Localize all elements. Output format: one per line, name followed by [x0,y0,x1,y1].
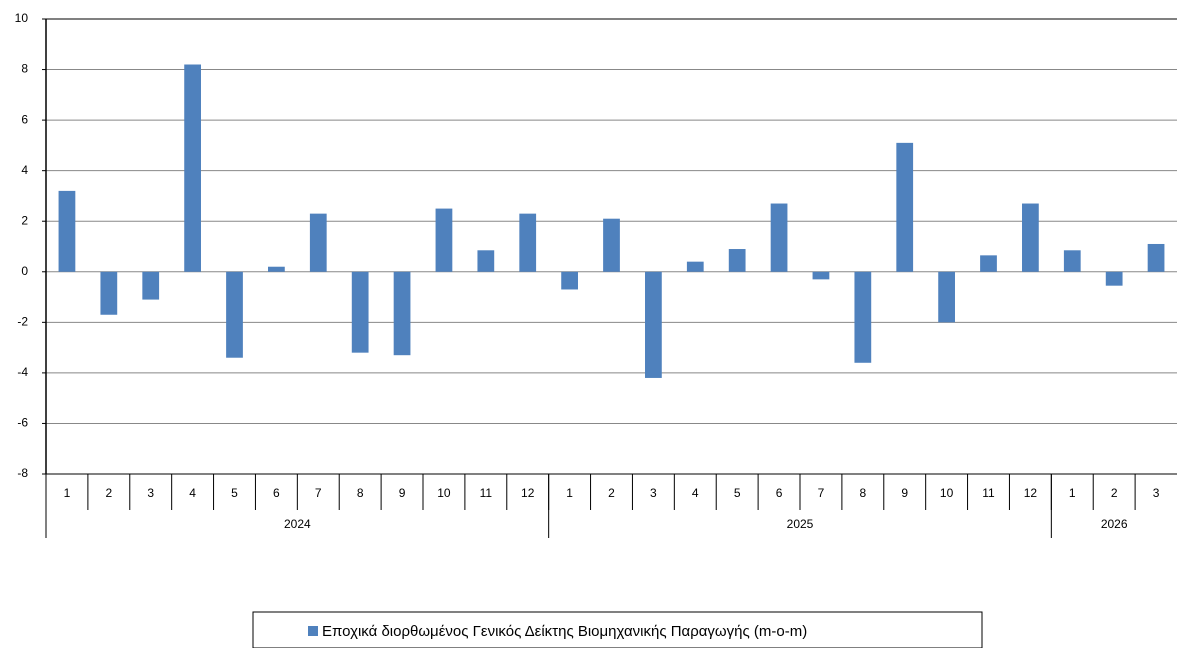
bar [980,255,997,272]
group-label: 2025 [787,517,814,531]
legend-label: Εποχικά διορθωμένος Γενικός Δείκτης Βιομ… [322,623,807,640]
bar [477,250,495,272]
y-tick-label: -8 [17,466,28,480]
x-tick-label: 8 [859,486,866,500]
bar [645,271,662,378]
x-tick-label: 4 [692,486,699,500]
y-tick-label: -2 [17,315,28,329]
bar [728,249,746,272]
x-tick-label: 6 [273,486,280,500]
legend-swatch [308,626,318,636]
x-tick-label: 1 [566,486,573,500]
bar [519,213,537,272]
x-tick-label: 2 [608,486,615,500]
bar [268,266,285,272]
bar [351,271,369,353]
x-tick-label: 3 [1153,486,1160,500]
x-tick-label: 12 [521,486,535,500]
bar [603,218,620,272]
x-tick-label: 2 [1111,486,1118,500]
y-tick-label: 10 [15,11,29,25]
y-tick-label: 2 [21,213,28,227]
bar [1147,243,1165,272]
x-tick-label: 4 [189,486,196,500]
x-tick-label: 1 [64,486,71,500]
y-tick-label: 8 [21,62,28,76]
bar [309,213,327,272]
bar [1063,250,1081,272]
legend-box [252,611,983,648]
x-tick-label: 10 [940,486,954,500]
x-tick-label: 9 [901,486,908,500]
bar [770,203,788,272]
x-tick-label: 7 [818,486,825,500]
bar [812,271,830,280]
group-label: 2024 [284,517,311,531]
x-tick-label: 5 [231,486,238,500]
bar [100,271,118,315]
bar [184,64,201,272]
bar [686,261,704,272]
x-tick-label: 1 [1069,486,1076,500]
x-tick-label: 5 [734,486,741,500]
bar [561,271,578,290]
x-tick-label: 2 [105,486,112,500]
y-tick-label: 0 [21,264,28,278]
bar [226,271,243,358]
x-tick-label: 3 [147,486,154,500]
bar [58,190,76,272]
x-tick-label: 11 [480,486,493,500]
bar [854,271,872,363]
bar [1022,203,1039,272]
x-tick-label: 9 [399,486,406,500]
x-tick-label: 8 [357,486,364,500]
bar [1105,271,1123,286]
bar [896,142,914,272]
x-tick-label: 6 [776,486,783,500]
y-tick-label: -6 [17,416,28,430]
bar [393,271,411,356]
bar [142,271,160,300]
x-tick-label: 10 [437,486,451,500]
bar [938,271,955,323]
x-tick-label: 12 [1024,486,1038,500]
y-tick-label: 6 [21,112,28,126]
x-tick-label: 3 [650,486,657,500]
y-tick-label: 4 [21,163,28,177]
bar [435,208,453,272]
y-tick-label: -4 [17,365,28,379]
x-tick-label: 7 [315,486,322,500]
x-tick-label: 11 [982,486,995,500]
group-label: 2026 [1101,517,1128,531]
